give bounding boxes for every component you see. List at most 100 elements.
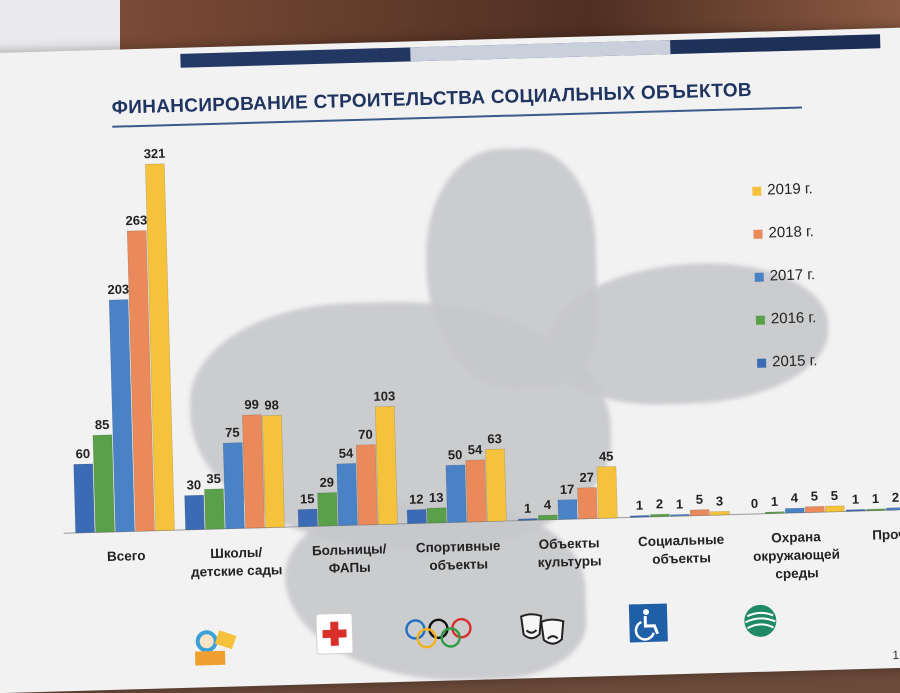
data-label: 75: [225, 425, 240, 440]
data-label: 1: [676, 496, 684, 511]
data-label: 1: [771, 494, 779, 509]
bar-2015: [297, 508, 318, 528]
data-label: 17: [560, 482, 575, 497]
legend-swatch: [757, 358, 767, 368]
data-label: 29: [319, 475, 334, 490]
legend-item-2017: 2017 г.: [754, 266, 815, 288]
bar-2016: [426, 507, 447, 524]
data-label: 321: [143, 146, 165, 162]
category-label-line: окружающей: [752, 546, 841, 565]
bar-2016: [764, 511, 785, 514]
category-label: Всего: [66, 546, 186, 567]
data-label: 13: [429, 490, 444, 505]
category-label-line: ФАПы: [328, 559, 371, 576]
wheelchair-icon: [628, 602, 669, 648]
category-label: Объекты культуры: [509, 533, 630, 572]
data-label: 50: [448, 447, 463, 462]
bar-2016: [537, 514, 558, 521]
category-label: Школы/детские сады: [176, 543, 297, 582]
category-label-line: объекты: [429, 556, 489, 574]
data-label: 60: [75, 446, 90, 461]
ecology-globe-icon: [741, 601, 780, 645]
category-label-line: Прочие: [872, 526, 900, 543]
bar-2017: [222, 442, 245, 530]
data-label: 98: [264, 397, 279, 412]
data-label: 5: [696, 492, 704, 507]
data-label: 5: [811, 488, 819, 503]
data-label: 54: [468, 442, 484, 457]
legend-label: 2019 г.: [767, 180, 813, 199]
legend-item-2018: 2018 г.: [753, 223, 814, 245]
bar-2019: [374, 406, 398, 525]
bar-2018: [242, 414, 265, 529]
bar-2017: [885, 507, 900, 511]
category-label: Прочие: [837, 524, 900, 545]
bar-2016: [650, 513, 670, 518]
category-label-line: Социальные: [637, 531, 725, 550]
bar-2016: [865, 508, 886, 512]
data-label: 203: [107, 282, 129, 298]
data-label: 3: [716, 493, 724, 508]
legend-swatch: [754, 272, 764, 282]
bar-2018: [355, 444, 378, 526]
bar-2019: [485, 448, 507, 522]
data-label: 1: [872, 491, 880, 506]
legend-item-2015: 2015 г.: [757, 352, 818, 374]
data-label: 12: [409, 491, 424, 506]
bar-2015: [184, 494, 205, 531]
bar-2016: [317, 492, 338, 527]
data-label: 1: [852, 492, 860, 507]
legend-label: 2017 г.: [769, 266, 816, 285]
bar-2017: [557, 499, 578, 520]
bar-2015: [406, 509, 427, 524]
bar-2015: [518, 518, 538, 521]
category-label-line: среды: [775, 565, 819, 582]
olympic-rings-icon: [403, 616, 474, 657]
bar-2017: [108, 299, 135, 533]
data-label: 15: [300, 491, 315, 506]
category-label-line: культуры: [537, 553, 602, 571]
data-label: 1: [524, 501, 532, 516]
data-label: 45: [599, 448, 614, 463]
legend-swatch: [753, 229, 763, 239]
bar-2016: [92, 434, 115, 533]
school-icon: [186, 624, 241, 674]
bar-2019: [709, 510, 730, 516]
bar-2018: [126, 230, 155, 532]
bar-2017: [445, 464, 467, 523]
legend-item-2019: 2019 г.: [752, 180, 813, 202]
category-label-line: детские сады: [190, 562, 283, 580]
bar-2018: [577, 487, 598, 520]
category-label-line: объекты: [652, 550, 712, 567]
data-label: 1: [636, 498, 644, 513]
bar-2016: [204, 488, 225, 530]
data-label: 2: [656, 496, 664, 511]
legend-label: 2016 г.: [770, 309, 817, 328]
bar-2018: [465, 459, 487, 523]
data-label: 63: [487, 431, 502, 446]
data-label: 0: [751, 496, 759, 511]
data-label: 2: [892, 490, 900, 505]
category-label-line: Спортивные: [415, 538, 501, 556]
data-label: 263: [125, 212, 147, 228]
slide-sheet: ФИНАНСИРОВАНИЕ СТРОИТЕЛЬСТВА СОЦИАЛЬНЫХ …: [0, 26, 900, 693]
medical-cross-icon: [314, 611, 355, 661]
category-label-line: Всего: [106, 547, 146, 565]
data-label: 35: [206, 471, 221, 486]
bar-2015: [630, 515, 650, 518]
bar-2017: [670, 513, 690, 517]
data-label: 4: [791, 490, 799, 505]
bar-2019: [824, 505, 845, 513]
data-label: 85: [95, 417, 110, 432]
data-label: 99: [244, 397, 259, 412]
bar-2017: [784, 507, 805, 514]
data-label: 70: [358, 427, 373, 442]
theater-masks-icon: [517, 609, 568, 655]
data-label: 103: [373, 388, 395, 404]
legend-swatch: [752, 186, 762, 196]
data-label: 5: [831, 488, 839, 503]
data-label: 54: [339, 445, 355, 460]
legend-swatch: [755, 315, 766, 325]
bar-2015: [845, 509, 866, 512]
